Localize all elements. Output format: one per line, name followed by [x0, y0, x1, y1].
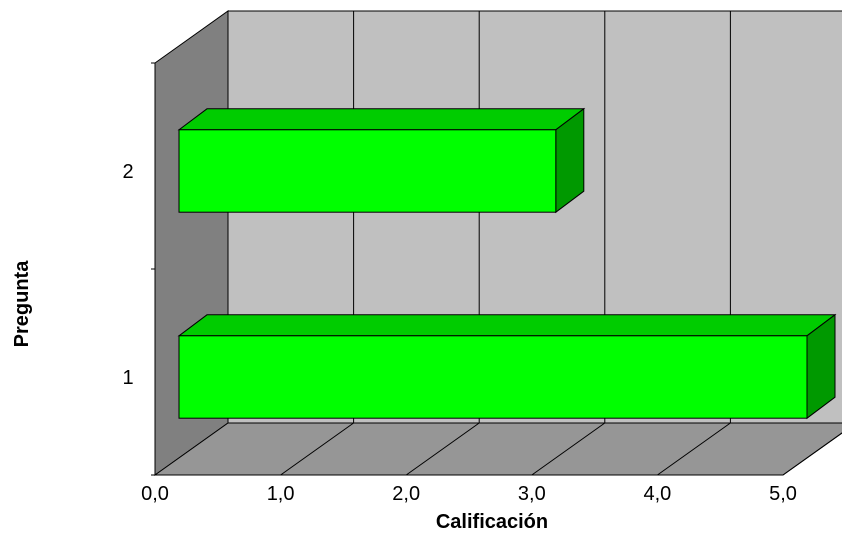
y-tick-label: 2: [122, 161, 133, 183]
bar-2: [177, 107, 586, 214]
bar-top: [177, 314, 837, 337]
axes: [151, 62, 155, 476]
x-tick-label: 4,0: [643, 483, 671, 505]
bar-front: [178, 129, 557, 213]
x-tick-labels: 0,0 1,0 2,0 3,0 4,0 5,0: [141, 483, 797, 505]
gridline-floor: [531, 422, 606, 476]
bars: [177, 107, 837, 420]
gridline-floor: [405, 422, 480, 476]
y-tick-labels: 12: [122, 161, 133, 389]
y-tick-label: 1: [122, 367, 133, 389]
x-axis-title: Calificación: [436, 511, 548, 533]
gridline-floor: [782, 432, 842, 476]
bar-front: [178, 335, 808, 419]
x-tick-label: 0,0: [141, 483, 169, 505]
bar-top: [177, 108, 586, 131]
gridline-floor: [280, 422, 354, 476]
x-tick-label: 2,0: [392, 483, 420, 505]
x-tick-label: 3,0: [518, 483, 546, 505]
bar-1: [177, 313, 837, 420]
gridline-floor: [657, 422, 731, 476]
x-tick-label: 1,0: [267, 483, 295, 505]
floor: [153, 422, 842, 476]
y-axis-title: Pregunta: [11, 260, 33, 348]
x-tick-label: 5,0: [769, 483, 797, 505]
